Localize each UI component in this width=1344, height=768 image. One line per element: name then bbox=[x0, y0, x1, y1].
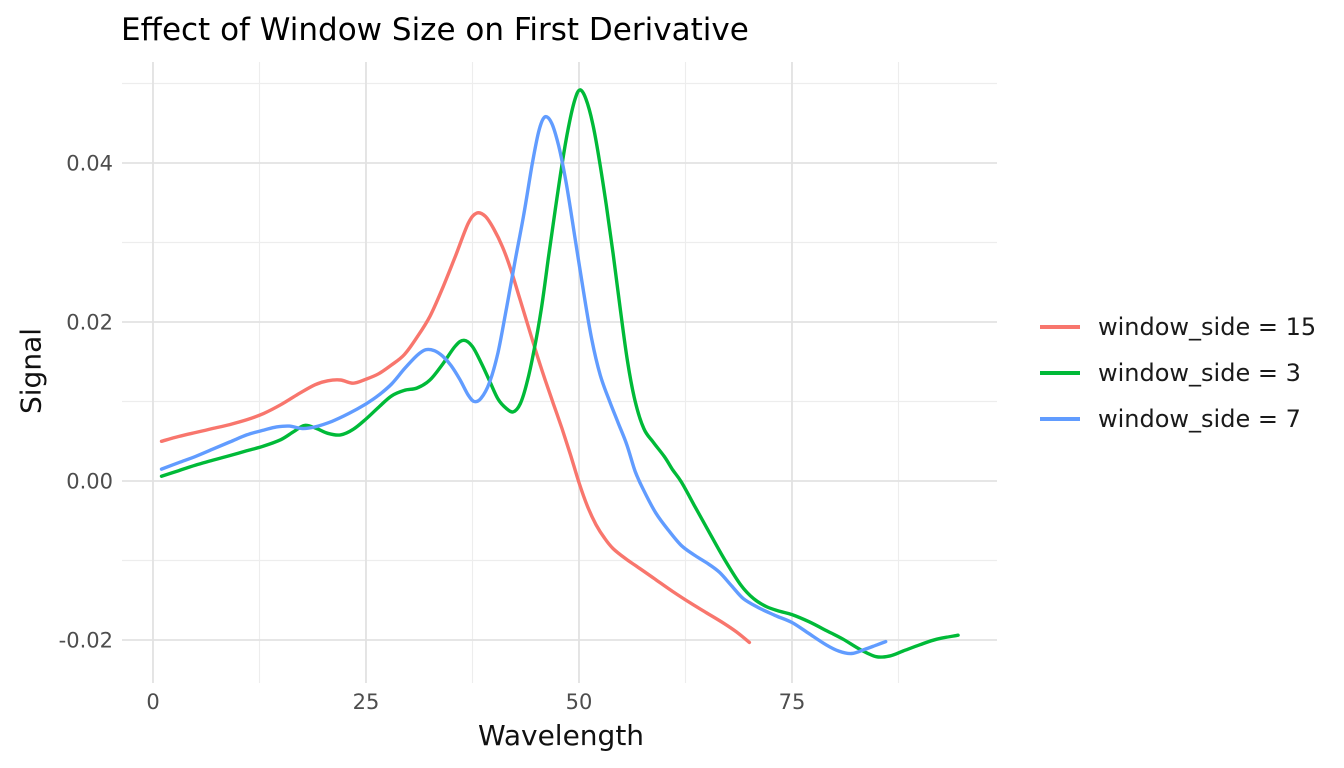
legend-key-line-icon bbox=[1040, 371, 1080, 375]
legend-label: window_side = 15 bbox=[1098, 313, 1317, 341]
x-tick-label: 75 bbox=[779, 690, 806, 714]
x-tick-label: 25 bbox=[353, 690, 380, 714]
legend-label: window_side = 7 bbox=[1098, 405, 1301, 433]
legend: window_side = 15 window_side = 3 window_si… bbox=[1040, 304, 1316, 442]
x-axis-title: Wavelength bbox=[477, 719, 645, 752]
series-line-window-side-3 bbox=[159, 88, 960, 659]
legend-key-line-icon bbox=[1040, 417, 1080, 421]
y-axis-title: Signal bbox=[14, 327, 48, 415]
y-tick-label: -0.02 bbox=[59, 629, 113, 653]
x-tick-label: 0 bbox=[146, 690, 159, 714]
x-tick-label: 50 bbox=[566, 690, 593, 714]
y-tick-label: 0.00 bbox=[66, 470, 113, 494]
series-line-window-side-7 bbox=[159, 114, 888, 656]
y-tick-label: 0.02 bbox=[66, 311, 113, 335]
legend-label: window_side = 3 bbox=[1098, 359, 1301, 387]
legend-item: window_side = 3 bbox=[1040, 350, 1316, 396]
legend-key-line-icon bbox=[1040, 325, 1080, 329]
series-line-window-side-15 bbox=[159, 211, 752, 645]
chart-title: Effect of Window Size on First Derivativ… bbox=[121, 12, 749, 48]
legend-item: window_side = 15 bbox=[1040, 304, 1316, 350]
legend-item: window_side = 7 bbox=[1040, 396, 1316, 442]
y-tick-label: 0.04 bbox=[66, 152, 113, 176]
